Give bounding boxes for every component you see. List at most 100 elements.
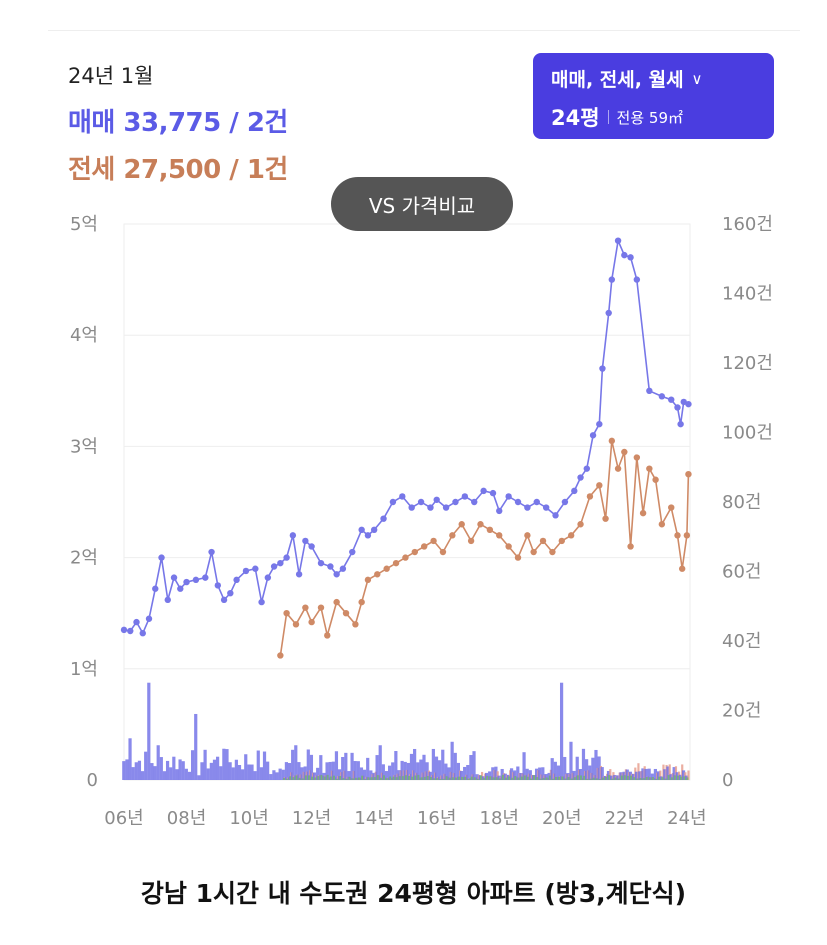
volume-bar-sale — [469, 755, 473, 780]
sale-price-point — [427, 504, 434, 511]
rent-price-point — [486, 526, 494, 533]
volume-bar-sale — [450, 741, 454, 780]
volume-bar-other — [414, 775, 417, 780]
sale-price-point — [152, 585, 159, 592]
volume-bar-other — [282, 778, 285, 780]
volume-bar-sale — [278, 768, 282, 780]
y-left-tick-label: 1억 — [70, 659, 98, 680]
volume-bar-sale — [216, 756, 220, 780]
volume-bar-sale — [228, 762, 232, 780]
volume-bar-other — [307, 775, 310, 780]
volume-bar-sale — [206, 768, 210, 780]
volume-bar-other — [320, 774, 323, 780]
volume-bar-other — [573, 777, 576, 780]
volume-bar-other — [673, 775, 676, 780]
volume-bar-other — [398, 776, 401, 780]
volume-bar-sale — [237, 765, 242, 780]
volume-bar-sale — [203, 749, 207, 780]
vs-compare-button[interactable]: VS 가격비교 — [331, 177, 513, 231]
volume-bar-other — [395, 777, 398, 780]
sale-price-point — [358, 526, 365, 533]
sale-price-point — [514, 498, 522, 506]
sale-price-point — [139, 630, 146, 637]
volume-bar-sale — [150, 763, 154, 780]
volume-bar-sale — [509, 768, 514, 780]
volume-bar-other — [467, 778, 470, 780]
volume-bar-sale — [375, 755, 379, 780]
sale-price-point — [627, 254, 634, 261]
volume-bar-sale — [616, 775, 620, 780]
volume-bar-sale — [663, 769, 667, 780]
volume-bar-other — [501, 774, 504, 780]
volume-bar-sale — [344, 752, 348, 780]
top-divider — [48, 30, 800, 31]
volume-bar-sale — [431, 748, 435, 780]
rent-price-point — [652, 476, 659, 483]
sale-summary: 매매 33,775 / 2건 — [68, 108, 288, 138]
sale-price-point — [452, 498, 459, 506]
volume-bar-other — [373, 777, 376, 780]
volume-bar-sale — [212, 759, 217, 780]
y-right-tick-label: 100건 — [722, 423, 773, 444]
sale-price-point — [461, 493, 469, 500]
deal-type-selector[interactable]: 매매, 전세, 월세 ∨ 24평 전용 59㎡ — [533, 53, 774, 139]
volume-bar-other — [461, 776, 464, 780]
volume-bar-sale — [222, 748, 226, 780]
volume-bar-sale — [162, 771, 167, 780]
rent-price-point — [467, 537, 475, 545]
volume-bar-sale — [388, 765, 392, 780]
volume-bar-sale — [172, 756, 176, 780]
rent-price-point — [586, 493, 594, 500]
volume-bar-sale — [350, 752, 354, 780]
volume-bar-rent — [480, 771, 484, 780]
volume-bar-other — [567, 777, 570, 780]
volume-bar-sale — [459, 770, 464, 780]
volume-bar-sale — [563, 756, 567, 780]
volume-bar-sale — [341, 756, 345, 780]
volume-bar-other — [633, 777, 636, 780]
volume-bar-sale — [125, 759, 129, 780]
sale-price-point — [399, 493, 406, 500]
x-tick-label: 20년 — [542, 808, 581, 829]
volume-bar-other — [367, 777, 370, 780]
volume-bar-sale — [134, 762, 138, 780]
volume-bar-rent — [659, 770, 662, 780]
volume-bar-sale — [362, 769, 367, 780]
volume-bar-sale — [441, 749, 445, 780]
volume-bar-sale — [428, 771, 432, 780]
sale-price-point — [389, 498, 397, 506]
volume-bar-other — [595, 778, 598, 780]
volume-bar-other — [314, 777, 317, 780]
sale-price-point — [614, 237, 622, 244]
volume-bar-sale — [394, 751, 398, 780]
volume-bar-other — [651, 777, 654, 780]
rent-price-point — [411, 548, 419, 556]
volume-bar-sale — [234, 759, 238, 780]
volume-bar-other — [358, 777, 361, 780]
volume-bar-sale — [184, 768, 188, 780]
volume-bar-sale — [541, 767, 545, 780]
volume-bar-other — [295, 775, 298, 780]
sale-price-point — [208, 548, 215, 556]
volume-bar-sale — [559, 682, 564, 780]
volume-bar-other — [458, 776, 461, 780]
sale-price-line — [123, 237, 689, 635]
volume-bar-other — [636, 778, 639, 780]
sale-price-point — [289, 532, 297, 539]
volume-bar-other — [383, 775, 386, 780]
rent-price-point — [530, 548, 537, 556]
volume-bar-sale — [500, 768, 504, 780]
volume-bar-sale — [337, 769, 342, 780]
sale-price-point — [489, 489, 497, 497]
volume-bar-sale — [553, 761, 557, 780]
y-left-tick-label: 2억 — [70, 548, 98, 569]
volume-bar-sale — [353, 761, 357, 780]
volume-bar-sale — [250, 764, 254, 780]
volume-bar-sale — [610, 775, 614, 780]
x-tick-label: 14년 — [354, 808, 393, 829]
volume-bar-sale — [384, 771, 389, 780]
volume-bar-other — [329, 776, 332, 780]
volume-bar-sale — [513, 770, 517, 780]
volume-bar-other — [333, 775, 336, 780]
volume-bar-sale — [534, 768, 539, 780]
